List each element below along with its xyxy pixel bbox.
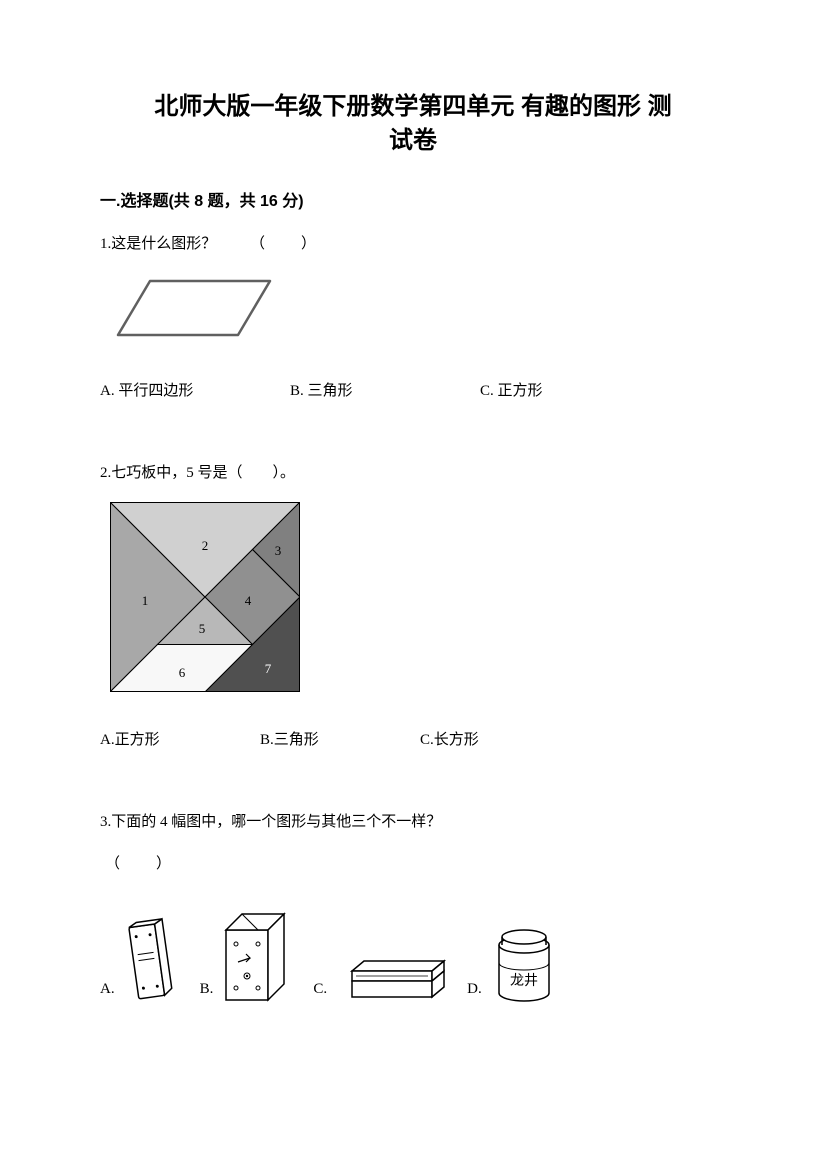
svg-text:2: 2: [202, 538, 209, 553]
svg-text:7: 7: [265, 661, 272, 676]
q1-option-b: B. 三角形: [290, 378, 480, 405]
q3-item-c: C.: [313, 953, 447, 1008]
section-1-header: 一.选择题(共 8 题，共 16 分): [100, 187, 726, 211]
q1-text: 1.这是什么图形？ （ ）: [100, 231, 726, 258]
q2-figure: 1 2 3 4 5 6 7: [110, 502, 726, 702]
q1-option-a: A. 平行四边形: [100, 378, 290, 405]
q3-text: 3.下面的 4 幅图中，哪一个图形与其他三个不一样？: [100, 809, 726, 836]
q3-label-c: C.: [313, 976, 327, 1003]
svg-text:5: 5: [199, 621, 206, 636]
q3-item-d: D. 龙井: [467, 923, 562, 1008]
q3-item-a: A.: [100, 913, 180, 1008]
q1-stem: 1.这是什么图形？: [100, 236, 216, 252]
q3-figure-b: [218, 908, 293, 1008]
q3-label-d: D.: [467, 976, 482, 1003]
q1-figure: [110, 273, 726, 353]
q3-blank: （ ）: [105, 851, 726, 878]
q1-blank: （ ）: [250, 236, 318, 252]
q1-options: A. 平行四边形 B. 三角形 C. 正方形: [100, 378, 726, 405]
q2-text: 2.七巧板中，5 号是（ ）。: [100, 460, 726, 487]
q2-option-c: C.长方形: [420, 727, 560, 754]
svg-text:6: 6: [179, 665, 186, 680]
question-3: 3.下面的 4 幅图中，哪一个图形与其他三个不一样？ （ ） A. B. C. …: [100, 809, 726, 1008]
q3-figure-d: 龙井: [487, 923, 562, 1008]
q1-option-c: C. 正方形: [480, 378, 640, 405]
q2-option-b: B.三角形: [260, 727, 420, 754]
q3-item-b: B.: [200, 908, 294, 1008]
question-2: 2.七巧板中，5 号是（ ）。 1 2 3 4 5 6 7 A.正方形 B.三角形 C.长方…: [100, 460, 726, 754]
page-title: 北师大版一年级下册数学第四单元 有趣的图形 测 试卷: [100, 90, 726, 157]
q3-figure-c: [332, 953, 447, 1008]
q2-option-a: A.正方形: [100, 727, 260, 754]
q3-figure-a: [120, 913, 180, 1008]
parallelogram-shape: [110, 273, 280, 343]
tangram-shape: 1 2 3 4 5 6 7: [110, 502, 300, 692]
q3-options: A. B. C. D. 龙井: [100, 908, 726, 1008]
q3-label-b: B.: [200, 976, 214, 1003]
title-line-1: 北师大版一年级下册数学第四单元 有趣的图形 测: [100, 90, 726, 124]
svg-text:3: 3: [275, 543, 282, 558]
svg-text:1: 1: [142, 593, 149, 608]
svg-text:4: 4: [245, 593, 252, 608]
q2-options: A.正方形 B.三角形 C.长方形: [100, 727, 726, 754]
title-line-2: 试卷: [100, 124, 726, 158]
q3-label-a: A.: [100, 976, 115, 1003]
svg-text:龙井: 龙井: [510, 973, 538, 989]
question-1: 1.这是什么图形？ （ ） A. 平行四边形 B. 三角形 C. 正方形: [100, 231, 726, 405]
